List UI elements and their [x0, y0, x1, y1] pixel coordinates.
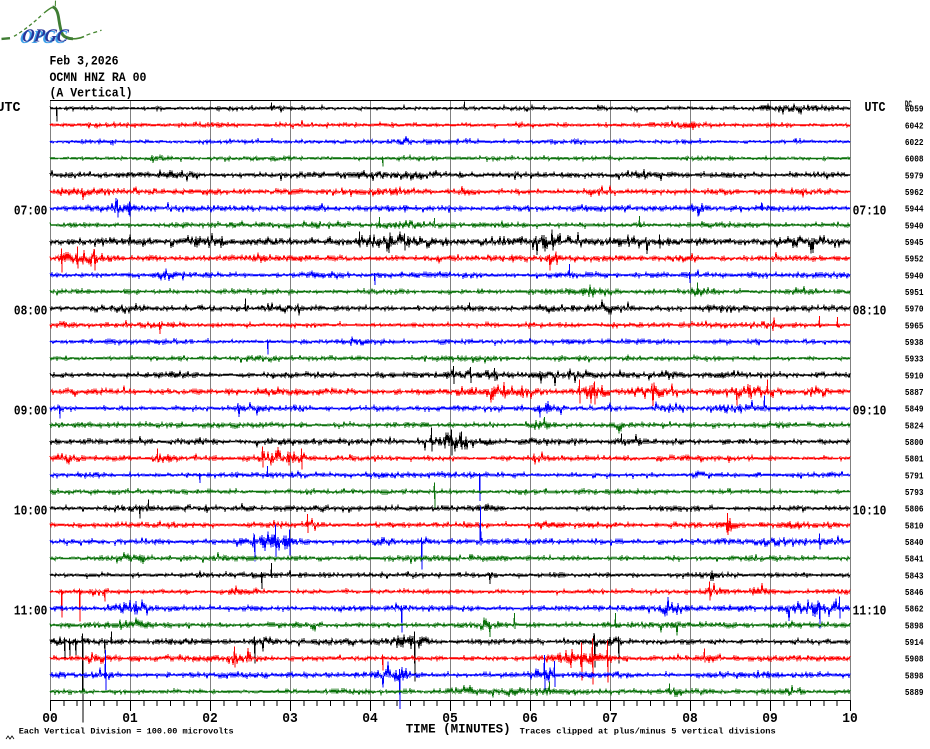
svg-text:6059: 6059 — [905, 104, 924, 115]
svg-text:10: 10 — [842, 711, 858, 727]
svg-text:5849: 5849 — [905, 404, 924, 415]
svg-text:5965: 5965 — [905, 320, 924, 331]
svg-text:5940: 5940 — [905, 220, 924, 231]
svg-text:5970: 5970 — [905, 304, 924, 315]
svg-text:UTC: UTC — [0, 101, 21, 116]
svg-text:5887: 5887 — [905, 387, 924, 398]
svg-text:5791: 5791 — [905, 470, 924, 481]
svg-text:5806: 5806 — [905, 504, 924, 515]
svg-text:06: 06 — [522, 711, 538, 727]
svg-text:05: 05 — [442, 711, 458, 727]
svg-text:07: 07 — [602, 711, 618, 727]
svg-text:09: 09 — [762, 711, 778, 727]
svg-text:08:10: 08:10 — [853, 304, 887, 319]
svg-text:08:00: 08:00 — [14, 304, 48, 319]
svg-text:04: 04 — [362, 711, 378, 727]
svg-text:TIME (MINUTES): TIME (MINUTES) — [406, 723, 511, 737]
svg-text:5889: 5889 — [905, 687, 924, 698]
svg-text:UTC: UTC — [865, 101, 886, 116]
svg-text:5824: 5824 — [905, 420, 924, 431]
svg-text:5846: 5846 — [905, 587, 924, 598]
svg-text:03: 03 — [282, 711, 298, 727]
svg-text:11:10: 11:10 — [853, 604, 887, 619]
svg-text:5940: 5940 — [905, 270, 924, 281]
svg-text:07:10: 07:10 — [853, 204, 887, 219]
svg-text:5933: 5933 — [905, 354, 924, 365]
svg-text:5914: 5914 — [905, 637, 924, 648]
svg-text:10:00: 10:00 — [14, 504, 48, 519]
svg-text:5841: 5841 — [905, 554, 924, 565]
svg-text:5898: 5898 — [905, 620, 924, 631]
svg-text:Traces clipped at plus/minus 5: Traces clipped at plus/minus 5 vertical … — [520, 727, 776, 737]
svg-text:10:10: 10:10 — [853, 504, 887, 519]
svg-text:5938: 5938 — [905, 337, 924, 348]
svg-text:5910: 5910 — [905, 370, 924, 381]
svg-text:5810: 5810 — [905, 520, 924, 531]
svg-text:5840: 5840 — [905, 537, 924, 548]
svg-text:5952: 5952 — [905, 254, 924, 265]
svg-text:02: 02 — [202, 711, 218, 727]
svg-text:00: 00 — [42, 711, 58, 727]
svg-text:Each Vertical Division = 100.: Each Vertical Division = 100.00 microvol… — [19, 727, 234, 737]
svg-text:5908: 5908 — [905, 654, 924, 665]
svg-text:(A Vertical): (A Vertical) — [50, 87, 133, 101]
svg-text:5951: 5951 — [905, 287, 924, 298]
svg-text:08: 08 — [682, 711, 698, 727]
svg-text:6008: 6008 — [905, 154, 924, 165]
svg-text:OCMN HNZ RA 00: OCMN HNZ RA 00 — [50, 71, 147, 85]
svg-text:5945: 5945 — [905, 237, 924, 248]
svg-text:OPGC: OPGC — [19, 27, 68, 48]
svg-text:5962: 5962 — [905, 187, 924, 198]
svg-text:07:00: 07:00 — [14, 204, 48, 219]
svg-text:5862: 5862 — [905, 604, 924, 615]
svg-text:OPGC: OPGC — [21, 26, 70, 47]
svg-text:5898: 5898 — [905, 670, 924, 681]
svg-text:01: 01 — [122, 711, 138, 727]
svg-text:5800: 5800 — [905, 437, 924, 448]
svg-text:Feb 3,2026: Feb 3,2026 — [50, 55, 119, 69]
svg-text:5843: 5843 — [905, 570, 924, 581]
svg-text:6022: 6022 — [905, 137, 924, 148]
svg-text:09:00: 09:00 — [14, 404, 48, 419]
svg-text:5979: 5979 — [905, 170, 924, 181]
svg-text:5944: 5944 — [905, 204, 924, 215]
svg-text:5793: 5793 — [905, 487, 924, 498]
svg-text:6042: 6042 — [905, 120, 924, 131]
svg-text:09:10: 09:10 — [853, 404, 887, 419]
svg-text:5801: 5801 — [905, 454, 924, 465]
svg-text:11:00: 11:00 — [14, 604, 48, 619]
svg-text:DC: DC — [905, 99, 912, 110]
